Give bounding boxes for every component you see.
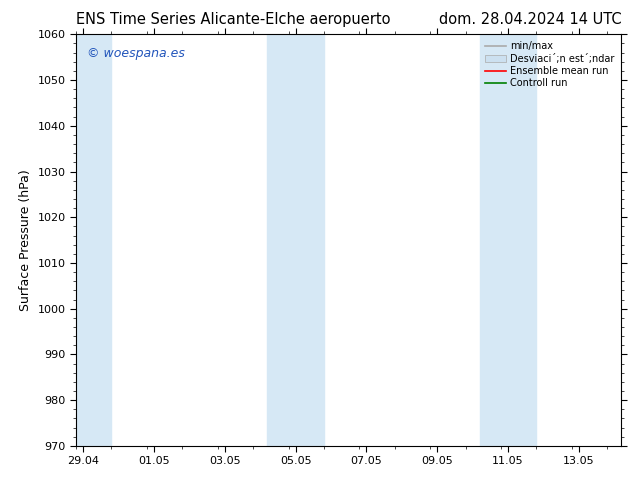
Bar bbox=[268, 34, 324, 446]
Legend: min/max, Desviaci´;n est´;ndar, Ensemble mean run, Controll run: min/max, Desviaci´;n est´;ndar, Ensemble… bbox=[483, 39, 616, 90]
Text: dom. 28.04.2024 14 UTC: dom. 28.04.2024 14 UTC bbox=[439, 12, 621, 27]
Text: ENS Time Series Alicante-Elche aeropuerto: ENS Time Series Alicante-Elche aeropuert… bbox=[76, 12, 391, 27]
Text: © woespana.es: © woespana.es bbox=[87, 47, 185, 60]
Y-axis label: Surface Pressure (hPa): Surface Pressure (hPa) bbox=[19, 169, 32, 311]
Bar bbox=[76, 34, 112, 446]
Bar bbox=[480, 34, 536, 446]
